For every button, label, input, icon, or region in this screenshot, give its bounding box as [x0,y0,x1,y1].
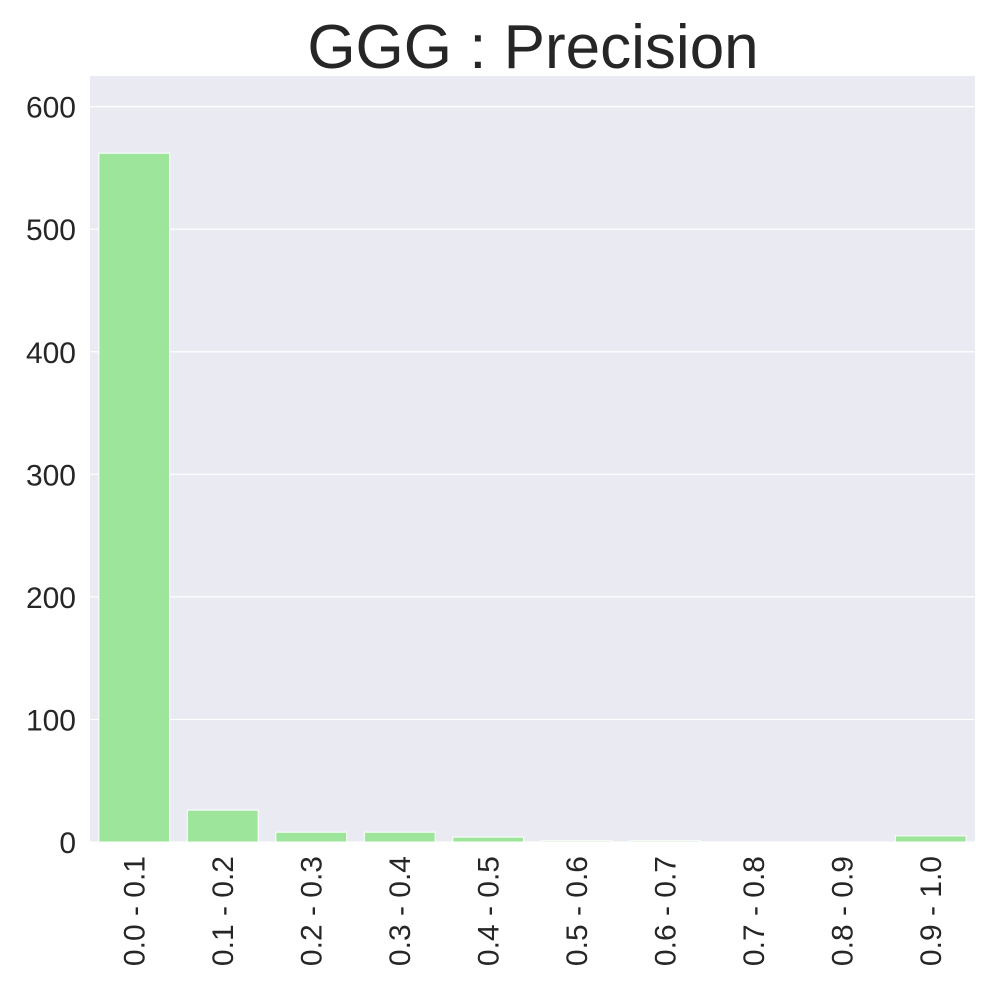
x-tick-label: 0.9 - 1.0 [915,856,948,966]
x-tick-label: 0.8 - 0.9 [826,856,859,966]
y-tick-label: 100 [26,704,76,737]
bar [629,840,702,843]
x-tick-label: 0.2 - 0.3 [295,856,328,966]
bar [540,840,613,843]
bar [452,836,525,843]
bar [894,835,967,843]
y-tick-label: 500 [26,214,76,247]
bar [363,831,436,843]
x-tick-label: 0.0 - 0.1 [118,856,151,966]
x-tick-label: 0.7 - 0.8 [738,856,771,966]
x-tick-label: 0.5 - 0.6 [561,856,594,966]
chart-title: GGG : Precision [307,13,758,82]
y-tick-label: 400 [26,337,76,370]
y-tick-label: 600 [26,92,76,125]
x-tick-labels: 0.0 - 0.1 0.1 - 0.2 0.2 - 0.3 0.3 - 0.4 0.4 … [118,856,948,966]
plot-area [90,76,975,842]
x-tick-label: 0.1 - 0.2 [207,856,240,966]
bar [186,809,259,843]
y-tick-label: 300 [26,459,76,492]
x-tick-label: 0.3 - 0.4 [384,856,417,966]
bar [98,152,171,843]
bar [275,831,348,843]
y-tick-label: 200 [26,582,76,615]
x-tick-label: 0.6 - 0.7 [649,856,682,966]
grid-lines [90,106,975,843]
y-tick-labels: 0 100 200 300 400 500 600 [26,92,76,860]
x-tick-label: 0.4 - 0.5 [472,856,505,966]
y-tick-label: 0 [59,827,76,860]
bars [98,152,967,843]
